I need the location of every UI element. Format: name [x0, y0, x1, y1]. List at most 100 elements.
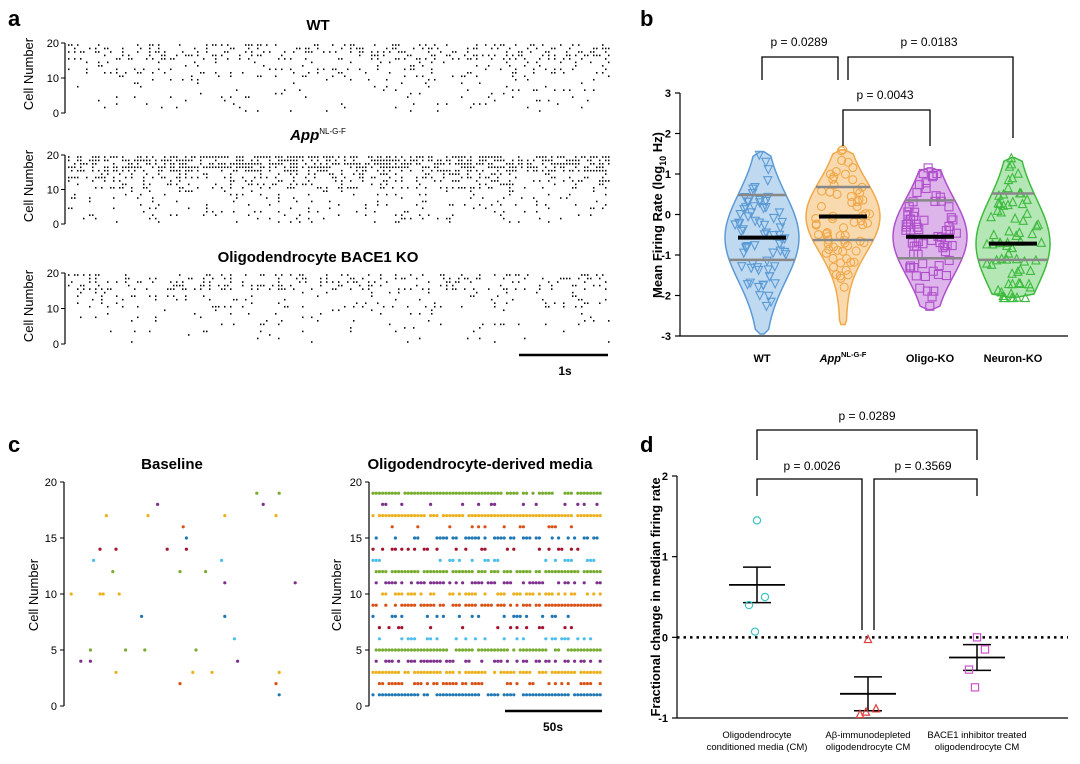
spike — [572, 180, 574, 182]
spike — [500, 173, 502, 175]
spike — [338, 204, 340, 206]
spike — [527, 163, 529, 165]
spike — [167, 295, 169, 297]
spike — [92, 163, 94, 165]
spike — [239, 106, 241, 109]
spike — [251, 183, 253, 186]
spike — [302, 291, 304, 294]
spike — [116, 68, 118, 71]
spike — [542, 54, 544, 57]
spike — [458, 173, 460, 175]
spike — [477, 525, 481, 529]
spike — [422, 603, 426, 607]
spike — [269, 204, 271, 206]
spike — [608, 341, 610, 343]
spike — [503, 197, 505, 199]
spike — [560, 570, 564, 574]
spike — [509, 682, 513, 686]
spike — [383, 51, 385, 53]
spike — [437, 103, 439, 105]
spike — [602, 71, 604, 74]
y-tick-label: -2 — [661, 291, 671, 303]
spike — [573, 603, 577, 607]
spike — [437, 163, 439, 165]
spike — [206, 274, 208, 276]
spike — [104, 159, 106, 162]
spike — [393, 514, 397, 518]
spike — [521, 581, 526, 585]
spike — [506, 54, 508, 57]
spike — [512, 491, 516, 495]
spike — [393, 547, 397, 551]
spike — [68, 166, 70, 169]
spike — [503, 277, 505, 280]
spike — [206, 207, 208, 210]
spike — [404, 58, 406, 60]
data-point — [1033, 218, 1044, 229]
spike — [185, 65, 187, 67]
spike — [413, 659, 417, 663]
spike — [452, 284, 454, 287]
spike — [380, 61, 382, 64]
data-point — [1003, 182, 1014, 193]
spike — [452, 58, 454, 60]
spike — [377, 558, 381, 563]
spike — [92, 166, 94, 169]
spike — [573, 536, 577, 540]
spike — [589, 491, 593, 495]
spike — [493, 491, 497, 495]
spike — [605, 159, 607, 162]
spike — [569, 277, 571, 280]
spike — [293, 180, 295, 182]
spike — [74, 47, 76, 50]
spike — [598, 659, 602, 663]
spike — [425, 659, 429, 663]
spike — [589, 659, 593, 663]
spike — [449, 277, 451, 280]
spike — [164, 309, 166, 312]
spike — [595, 648, 599, 652]
spike — [461, 163, 463, 165]
spike — [449, 217, 451, 220]
spike — [326, 163, 328, 165]
spike — [206, 330, 208, 333]
spike — [435, 614, 439, 619]
spike — [92, 156, 94, 158]
spike — [537, 603, 542, 607]
spike — [290, 110, 292, 112]
spike — [593, 163, 595, 165]
spike — [550, 693, 554, 697]
spike — [509, 570, 513, 574]
spike — [506, 61, 508, 64]
spike — [185, 166, 187, 169]
spike — [473, 186, 475, 189]
spike — [338, 309, 340, 312]
spike — [566, 570, 570, 574]
spike — [269, 166, 271, 169]
data-point — [821, 229, 831, 239]
spike — [425, 570, 429, 574]
spike — [406, 547, 410, 551]
spike — [98, 51, 100, 53]
spike — [560, 166, 562, 169]
spike — [461, 82, 463, 85]
spike — [548, 221, 550, 223]
spike — [404, 51, 406, 53]
spike — [440, 186, 442, 189]
spike — [302, 183, 304, 186]
spike — [384, 514, 388, 518]
spike — [550, 603, 554, 607]
spike — [260, 54, 262, 57]
spike — [563, 637, 567, 641]
spike — [257, 163, 259, 165]
spike — [553, 682, 558, 686]
spike — [410, 169, 412, 172]
spike — [257, 110, 259, 112]
data-point — [754, 218, 765, 229]
spike — [425, 693, 429, 697]
spike — [431, 169, 433, 172]
spike — [506, 291, 508, 294]
data-point — [755, 195, 765, 206]
spike — [461, 176, 463, 179]
